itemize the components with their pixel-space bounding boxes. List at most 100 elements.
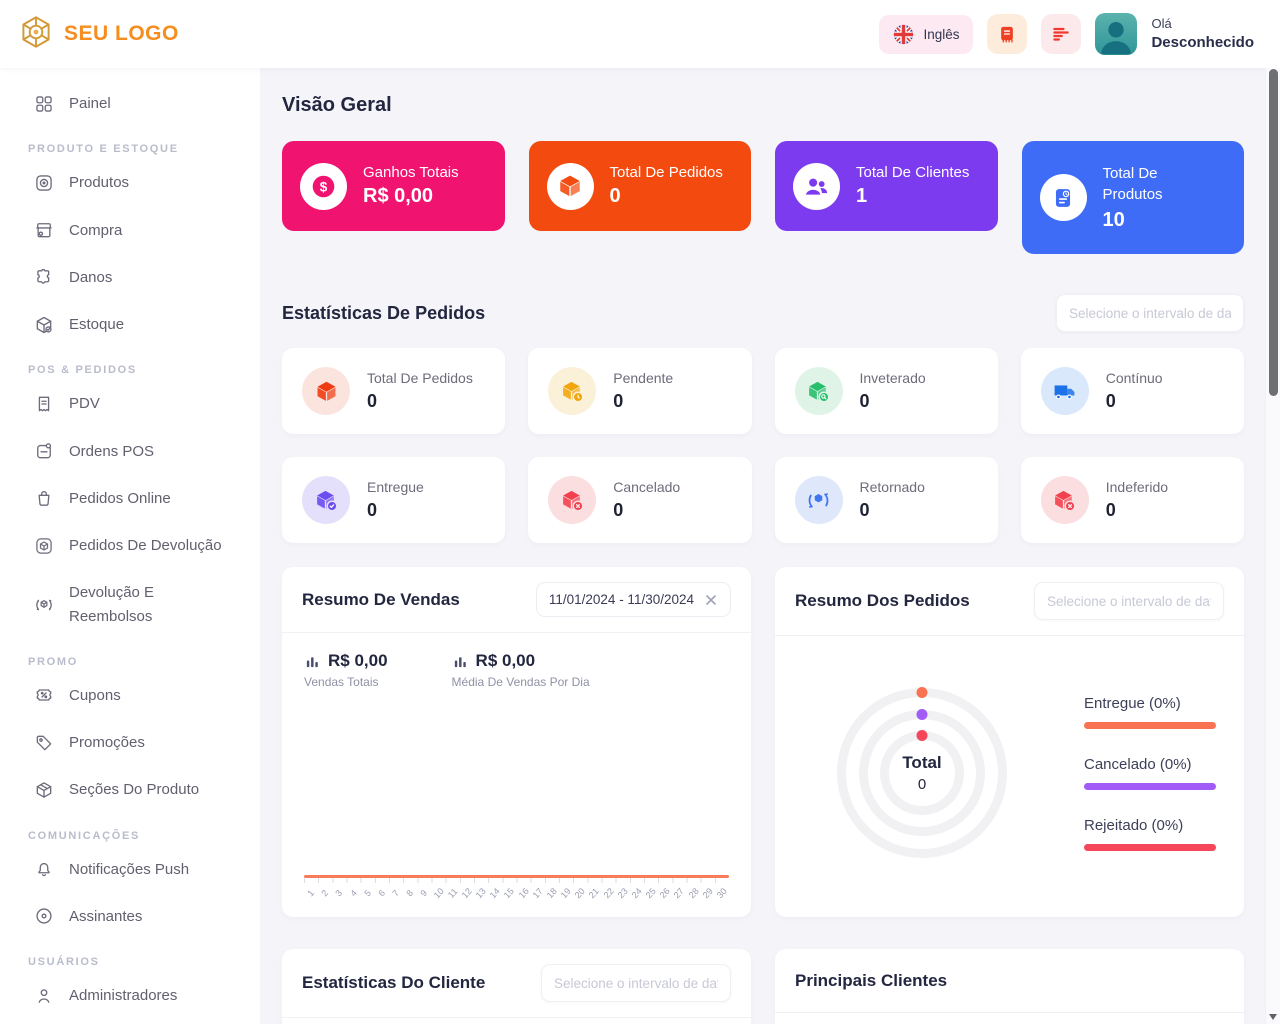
stat-value: 0 (367, 391, 378, 411)
sidebar-section-label: PRODUTO E ESTOQUE (28, 143, 179, 156)
stat-continuo: Contínuo 0 (1020, 348, 1244, 434)
sidebar-item-label: Administradores (69, 987, 178, 1004)
sidebar-item-administradores[interactable]: Administradores (26, 972, 260, 1019)
sidebar-item-estoque[interactable]: Estoque (26, 301, 260, 348)
receipt-icon (34, 394, 54, 414)
sidebar-item-label: Seções Do Produto (69, 781, 200, 799)
sales-total-label: Vendas Totais (304, 675, 379, 689)
stat-title: Contínuo (1105, 370, 1163, 386)
stat-retornado: Retornado 0 (774, 457, 998, 543)
sidebar-item-label: Notificações Push (69, 860, 190, 878)
sidebar-item-pedidos-devolucao[interactable]: Pedidos De Devolução (26, 522, 260, 569)
sidebar-item-label: Compra (69, 221, 123, 239)
store-icon (34, 220, 54, 240)
order-stats-grid: Total De Pedidos 0 Pendente 0 (282, 348, 1244, 543)
top-clients-title: Principais Clientes (795, 970, 948, 990)
align-left-icon (1051, 24, 1071, 44)
user-avatar[interactable] (1095, 13, 1138, 55)
cube-check-icon (302, 476, 350, 524)
product-box-icon (34, 173, 54, 193)
sidebar-item-assinantes[interactable]: Assinantes (26, 893, 260, 940)
legend-cancelado: Cancelado (0%) (1084, 756, 1218, 790)
sidebar-item-cupons[interactable]: Cupons (26, 672, 260, 719)
sidebar-item-label: Danos (69, 268, 113, 286)
card-value: 1 (856, 185, 868, 207)
orders-summary-title: Resumo Dos Pedidos (795, 591, 970, 610)
stat-title: Cancelado (613, 479, 681, 495)
card-value: R$ 0,00 (363, 185, 434, 207)
stat-value: 0 (859, 391, 870, 411)
language-button[interactable]: Inglês (879, 14, 974, 54)
card-total-pedidos: Total De Pedidos 0 (528, 141, 751, 231)
sidebar-item-danos[interactable]: Danos (26, 254, 260, 301)
orders-legend: Entregue (0%) Cancelado (0%) Rejeitado (… (1084, 695, 1218, 851)
stat-title: Entregue (367, 479, 424, 495)
donut-dot-entregue (916, 686, 928, 698)
stat-title: Inveterado (859, 370, 926, 386)
tag-icon (34, 733, 54, 753)
sidebar-item-label: PDV (69, 395, 100, 413)
sidebar-item-promocoes[interactable]: Promoções (26, 719, 260, 766)
card-title: Total De Produtos (1102, 165, 1163, 203)
order-stats-date-input[interactable] (1056, 294, 1244, 332)
client-stats-title: Estatísticas Do Cliente (302, 973, 486, 992)
sidebar-item-secoes-produto[interactable]: Seções Do Produto (26, 766, 260, 813)
vertical-scrollbar[interactable] (1265, 68, 1280, 1024)
close-icon[interactable] (704, 593, 718, 607)
stock-cube-icon (34, 315, 54, 335)
top-clients-panel: Principais Clientes (775, 949, 1244, 1024)
orders-donut-chart: Total 0 (827, 678, 1017, 868)
legend-label: Rejeitado (0%) (1084, 816, 1184, 834)
subscriber-icon (34, 906, 54, 926)
sidebar-section-label: PROMO (28, 655, 79, 668)
truck-icon (1040, 367, 1089, 415)
card-title: Total De Clientes (856, 164, 970, 181)
sidebar-item-ordens-pos[interactable]: Ordens POS (26, 428, 260, 475)
card-total-produtos: Total De Produtos 10 (1021, 141, 1244, 254)
sidebar-section-label: USUÁRIOS (28, 956, 100, 968)
donut-dot-cancelado (916, 708, 928, 720)
cube-x-icon (548, 476, 597, 524)
language-label: Inglês (923, 26, 960, 42)
stat-cancelado: Cancelado 0 (528, 457, 752, 543)
stat-value: 0 (1105, 500, 1116, 520)
sales-line-series (304, 875, 729, 878)
sales-summary-panel: Resumo De Vendas 11/01/2024 - 11/30/2024 (282, 567, 751, 917)
sidebar-item-pedidos-online[interactable]: Pedidos Online (26, 475, 260, 522)
sidebar-item-label: Devolução E Reembolsos (69, 584, 155, 625)
card-title: Ganhos Totais (363, 164, 459, 181)
sales-average-stat: R$ 0,00 Média De Vendas Por Dia (452, 651, 590, 689)
bell-icon (34, 859, 54, 879)
svg-text:$: $ (320, 179, 328, 194)
stat-pendente: Pendente 0 (528, 348, 752, 434)
sidebar-item-pdv[interactable]: PDV (26, 380, 260, 427)
date-range-value: 11/01/2024 - 11/30/2024 (548, 592, 694, 607)
user-greeting: Olá Desconhecido (1151, 15, 1254, 53)
sidebar-item-label: Ordens POS (69, 442, 155, 460)
pos-register-button[interactable] (987, 14, 1028, 54)
main-content: Visão Geral $ Ganhos Totais R$ 0,00 (260, 68, 1280, 1024)
sidebar-item-notificacoes-push[interactable]: Notificações Push (26, 846, 260, 893)
sidebar-item-compra[interactable]: Compra (26, 207, 260, 254)
legend-bar (1084, 782, 1216, 790)
sidebar-item-produtos[interactable]: Produtos (26, 159, 260, 206)
menu-button[interactable] (1041, 14, 1082, 54)
cube-return-icon (794, 476, 843, 524)
card-value: 10 (1102, 209, 1125, 231)
sidebar-item-painel[interactable]: Painel (26, 80, 260, 127)
sidebar-item-label: Pedidos Online (69, 489, 171, 507)
logo[interactable]: SEU LOGO (18, 14, 179, 55)
card-ganhos-totais: $ Ganhos Totais R$ 0,00 (282, 141, 505, 231)
sales-date-range[interactable]: 11/01/2024 - 11/30/2024 (535, 582, 731, 617)
card-total-clientes: Total De Clientes 1 (775, 141, 998, 231)
uk-flag-icon (893, 24, 914, 45)
scroll-down-arrow[interactable] (1269, 1014, 1277, 1020)
orders-summary-date-input[interactable] (1034, 582, 1224, 620)
greeting-name: Desconhecido (1151, 33, 1254, 51)
sidebar-item-devolucao-reembolsos[interactable]: Devolução E Reembolsos (26, 569, 260, 640)
client-stats-date-input[interactable] (541, 964, 731, 1002)
scrollbar-thumb[interactable] (1269, 69, 1278, 396)
stat-value: 0 (1105, 391, 1116, 411)
donut-total-value: 0 (917, 775, 927, 793)
person-silhouette-icon (1095, 15, 1137, 55)
